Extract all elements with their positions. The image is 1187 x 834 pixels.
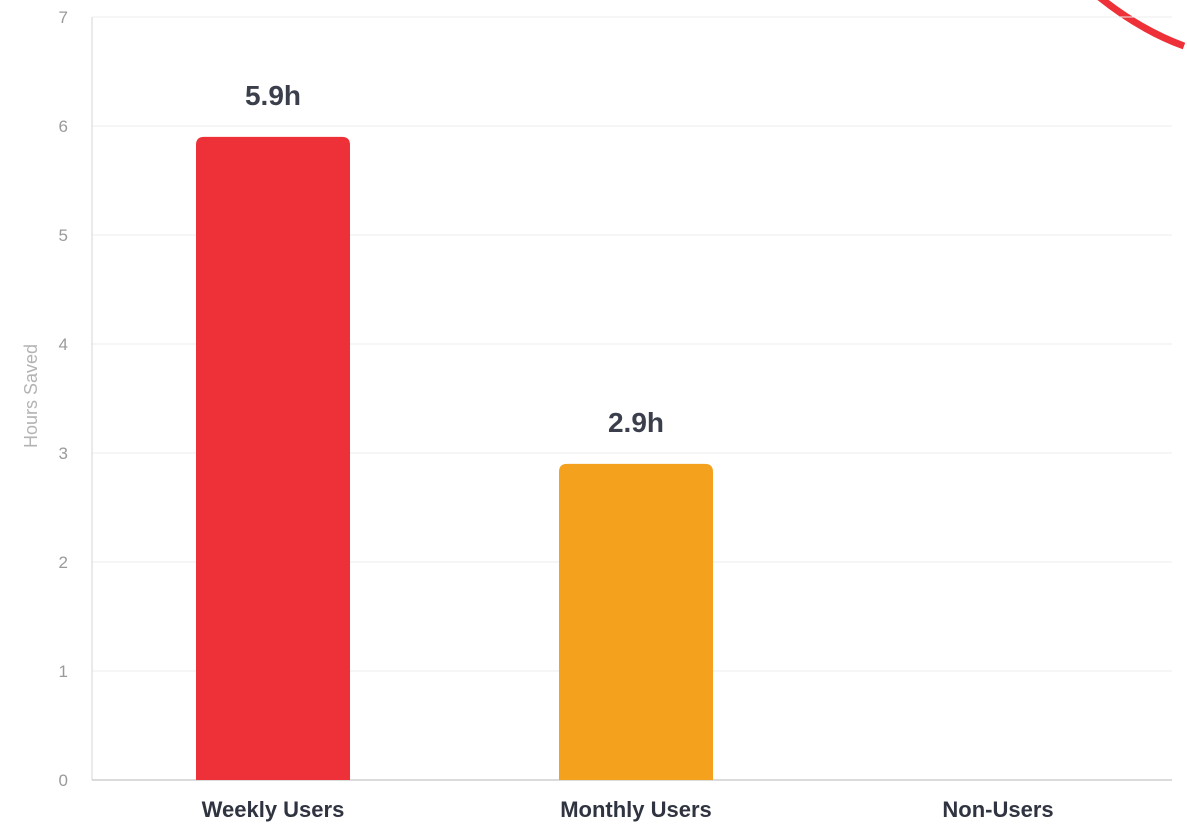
data-labels: 5.9h 2.9h xyxy=(245,80,664,438)
bars xyxy=(196,136,713,780)
y-tick-label: 5 xyxy=(59,226,68,245)
y-tick-labels: 0 1 2 3 4 5 6 7 xyxy=(59,8,68,790)
x-category-label: Monthly Users xyxy=(560,797,712,822)
corner-badge-decoration xyxy=(1097,0,1186,50)
x-category-label: Non-Users xyxy=(942,797,1053,822)
bar-value-label: 5.9h xyxy=(245,80,301,111)
y-tick-label: 1 xyxy=(59,662,68,681)
y-tick-label: 7 xyxy=(59,8,68,27)
y-tick-label: 4 xyxy=(59,335,68,354)
bar xyxy=(559,463,713,780)
x-category-labels: Weekly Users Monthly Users Non-Users xyxy=(202,797,1054,822)
y-tick-label: 6 xyxy=(59,117,68,136)
bar xyxy=(196,136,350,780)
y-tick-label: 2 xyxy=(59,553,68,572)
y-tick-label: 3 xyxy=(59,444,68,463)
x-category-label: Weekly Users xyxy=(202,797,345,822)
bar-value-label: 2.9h xyxy=(608,407,664,438)
y-tick-label: 0 xyxy=(59,771,68,790)
y-axis-title: Hours Saved xyxy=(21,344,41,448)
